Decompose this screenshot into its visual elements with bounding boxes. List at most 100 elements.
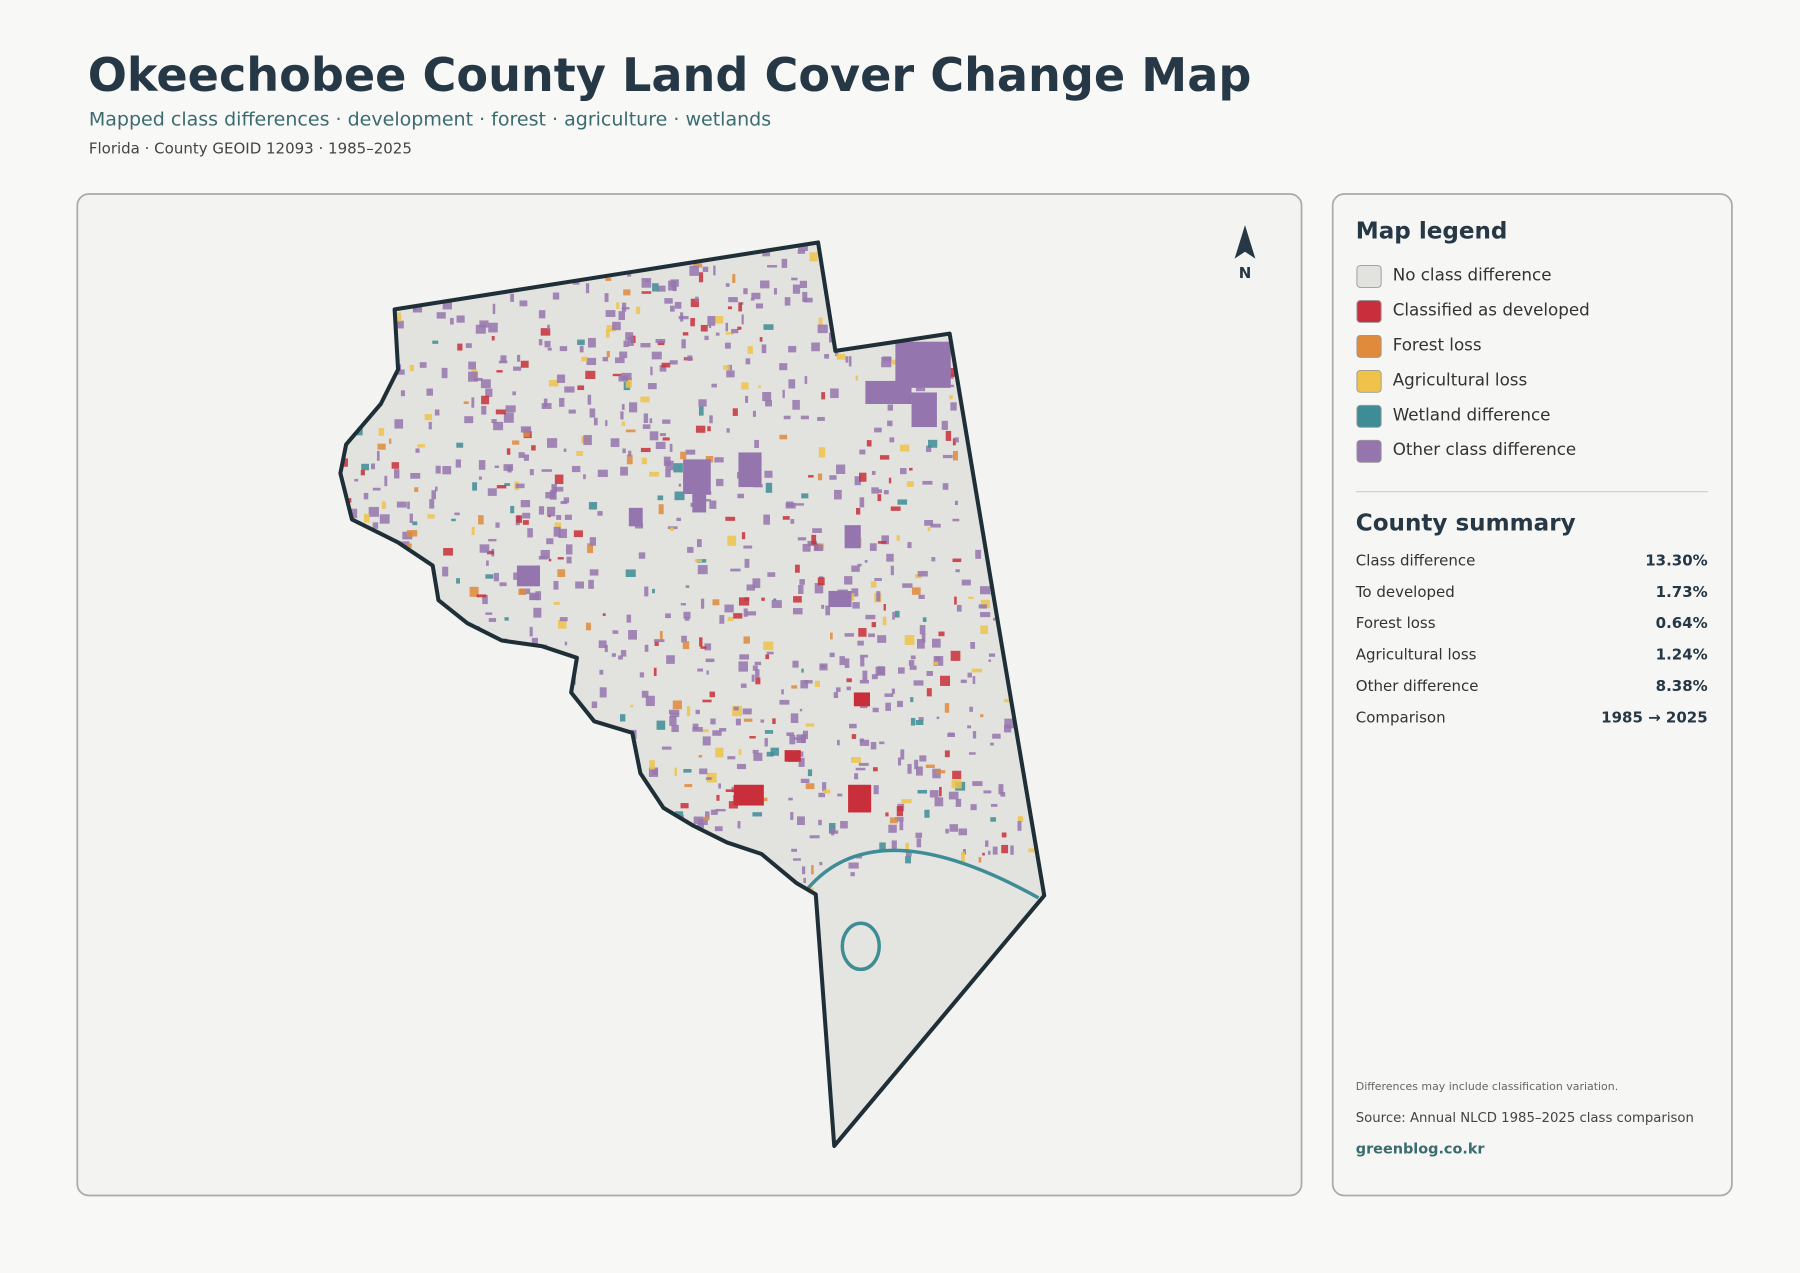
patch <box>897 700 903 708</box>
legend-swatch <box>1356 335 1382 358</box>
patch <box>762 391 772 402</box>
patch <box>859 449 866 455</box>
patch <box>764 730 774 734</box>
patch <box>980 599 991 609</box>
patch <box>732 274 736 284</box>
patch <box>936 716 940 720</box>
patch <box>670 305 675 312</box>
patch <box>396 501 407 508</box>
patch <box>962 849 967 855</box>
patch <box>714 826 723 832</box>
patch <box>968 752 976 755</box>
patch <box>992 846 998 855</box>
patch <box>873 785 879 795</box>
patch <box>728 801 738 809</box>
patch <box>478 460 486 470</box>
patch <box>368 506 379 517</box>
patch-block <box>895 341 951 388</box>
patch <box>529 469 534 476</box>
patch <box>715 747 724 758</box>
patch <box>1017 816 1024 822</box>
patch <box>945 430 952 441</box>
patch <box>522 512 531 519</box>
patch <box>706 772 717 783</box>
patch <box>557 569 566 577</box>
patch <box>833 692 839 698</box>
patch <box>941 420 948 430</box>
patch <box>652 283 659 292</box>
patch <box>754 439 760 448</box>
patch <box>854 476 861 486</box>
patch <box>925 445 932 453</box>
patch <box>851 588 859 597</box>
site-link[interactable]: greenblog.co.kr <box>1356 1141 1486 1157</box>
patch <box>954 500 958 506</box>
patch <box>809 252 818 262</box>
patch <box>868 633 875 638</box>
patch <box>587 543 594 554</box>
patch <box>715 808 726 812</box>
patch <box>577 385 585 391</box>
patch <box>621 421 626 426</box>
patch <box>803 877 807 884</box>
patch <box>377 443 386 450</box>
patch <box>546 438 558 448</box>
patch <box>824 354 830 359</box>
patch <box>412 521 418 526</box>
patch <box>932 768 941 779</box>
patch <box>821 392 826 400</box>
patch <box>700 646 707 649</box>
patch <box>491 419 497 424</box>
patch <box>792 399 800 410</box>
patch-block <box>828 590 852 608</box>
patch <box>625 332 634 341</box>
patch <box>859 739 870 746</box>
patch <box>674 767 678 776</box>
patch <box>564 641 568 646</box>
patch <box>804 376 808 384</box>
patch <box>797 816 805 826</box>
patch <box>961 579 971 586</box>
legend-label: Other class difference <box>1393 439 1577 459</box>
patch <box>882 616 887 626</box>
patch <box>811 342 820 352</box>
patch <box>518 588 527 595</box>
patch <box>605 277 612 281</box>
patch <box>741 532 746 540</box>
patch <box>1001 844 1009 854</box>
patch <box>504 617 509 621</box>
patch <box>763 797 768 802</box>
patch <box>909 665 917 670</box>
patch <box>706 670 709 675</box>
patch <box>889 437 895 443</box>
patch <box>424 414 433 421</box>
patch <box>612 630 619 634</box>
patch <box>605 329 610 338</box>
patch <box>745 358 751 365</box>
patch <box>978 857 982 863</box>
patch <box>588 502 598 510</box>
patch <box>457 343 463 351</box>
patch <box>568 409 576 414</box>
patch <box>818 447 826 458</box>
patch <box>732 705 742 717</box>
patch <box>735 718 741 726</box>
patch <box>740 683 747 688</box>
patch <box>710 718 716 725</box>
patch <box>349 508 358 519</box>
patch <box>858 762 869 766</box>
patch <box>910 697 914 703</box>
legend-swatch <box>1356 369 1382 393</box>
patch <box>975 549 982 559</box>
patch <box>970 642 976 649</box>
patch <box>642 424 651 429</box>
patch <box>884 693 894 697</box>
patch <box>520 360 529 368</box>
patch <box>557 619 567 629</box>
patch <box>733 706 739 711</box>
patch <box>654 639 665 643</box>
patch <box>709 415 713 424</box>
patch <box>649 760 655 770</box>
patch <box>672 700 682 710</box>
patch <box>761 597 765 601</box>
